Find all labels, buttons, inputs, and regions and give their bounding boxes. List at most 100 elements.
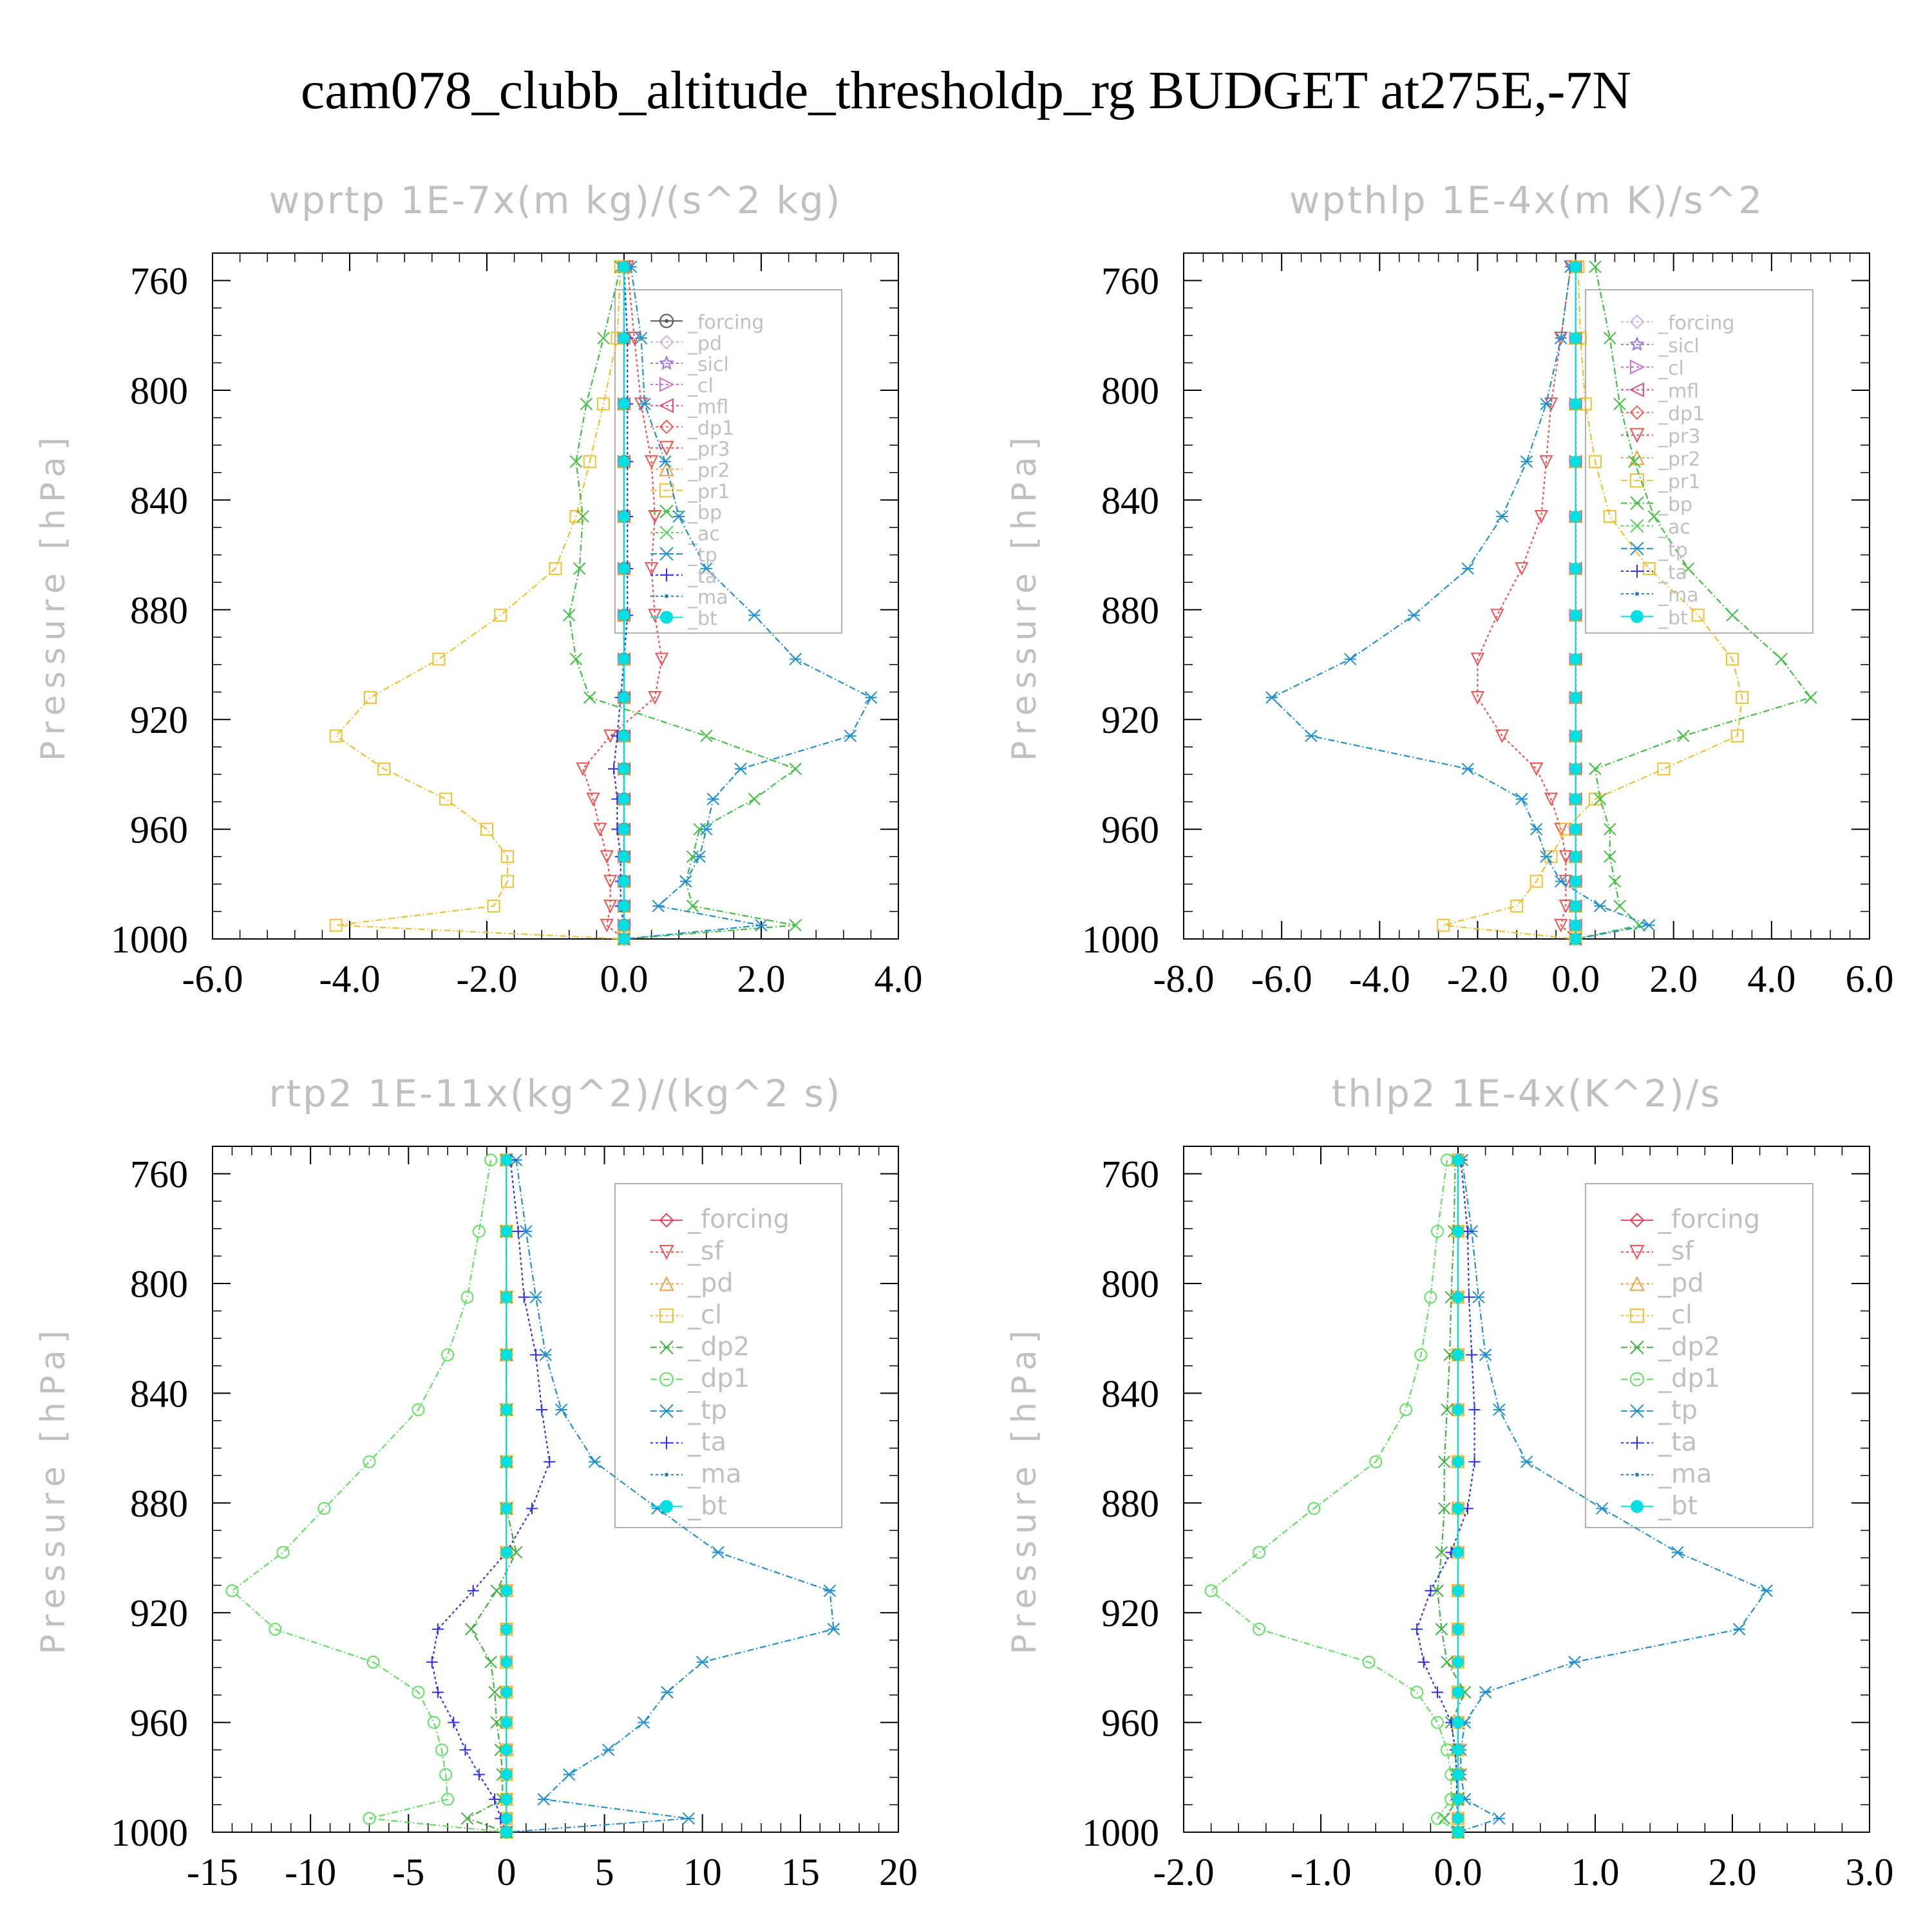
legend-marker: [1629, 428, 1645, 443]
legend-marker: [660, 568, 673, 582]
data-point: [634, 332, 648, 345]
data-point: [1452, 1686, 1464, 1698]
data-point: [431, 1623, 444, 1635]
data-point: [500, 1502, 513, 1515]
data-point: [432, 652, 446, 666]
data-point: [583, 455, 596, 468]
legend-marker: [659, 1372, 674, 1387]
data-point: [618, 823, 630, 835]
x-tick-label: -15: [187, 1851, 238, 1893]
data-point: [1555, 875, 1567, 888]
data-point: [412, 1403, 425, 1416]
panel-title: thlp2 1E-4x(K^2)/s: [1331, 1072, 1721, 1115]
data-point: [1461, 562, 1474, 575]
data-point: [329, 918, 343, 932]
data-point: [734, 762, 747, 775]
plot-frame: [212, 252, 899, 940]
data-point: [1417, 1656, 1430, 1668]
x-tick-label: -4.0: [1349, 958, 1410, 1000]
y-tick-label: 840: [130, 479, 188, 522]
data-point: [682, 1812, 696, 1825]
data-point: [1613, 397, 1626, 411]
data-point: [1569, 398, 1582, 410]
data-point: [1431, 1812, 1444, 1825]
x-tick-label: 2.0: [1649, 958, 1698, 1000]
data-point: [1642, 918, 1656, 932]
data-point: [1569, 562, 1582, 574]
legend-marker: [1630, 359, 1645, 375]
y-tick-label: 760: [1101, 1153, 1159, 1196]
legend-label: _ac: [1658, 516, 1690, 539]
data-point: [377, 762, 391, 775]
data-point: [500, 1349, 513, 1361]
data-point: [500, 850, 514, 864]
x-tick-label: 4.0: [1747, 958, 1795, 1000]
data-point: [1437, 918, 1450, 932]
data-point: [648, 609, 662, 623]
data-point: [1362, 1655, 1376, 1669]
legend-marker: [660, 611, 673, 624]
y-tick-label: 1000: [111, 1812, 188, 1854]
series-dp1: [1204, 1153, 1464, 1839]
legend-label: _ma: [687, 1459, 741, 1489]
data-point: [490, 1584, 503, 1597]
data-point: [1647, 510, 1660, 523]
y-tick-label: 920: [130, 1592, 188, 1634]
chart-panel-4: thlp2 1E-4x(K^2)/s Pressure [hPa] -2.0 -1.0…: [1005, 1072, 1894, 1893]
data-point: [1307, 1502, 1321, 1515]
legend-label: _ma: [1658, 584, 1699, 607]
data-point: [1452, 1585, 1464, 1597]
legend-marker: [659, 314, 674, 328]
data-point: [563, 609, 576, 622]
data-point: [661, 1686, 674, 1699]
y-tick-label: 800: [130, 370, 188, 412]
legend-label: _forcing: [687, 1205, 790, 1235]
y-tick-label: 1000: [1082, 918, 1159, 961]
data-point: [500, 1546, 513, 1558]
data-point: [1466, 1349, 1478, 1361]
data-point: [500, 1656, 513, 1668]
y-tick-label: 800: [130, 1263, 188, 1305]
data-point: [1452, 1546, 1464, 1558]
y-tick-label: 880: [1101, 589, 1159, 632]
legend-marker: [659, 334, 674, 350]
data-point: [1479, 1349, 1492, 1361]
data-point: [1691, 609, 1705, 622]
data-point: [1593, 793, 1607, 806]
data-point: [1452, 1349, 1464, 1361]
data-point: [569, 652, 583, 666]
legend-marker: [659, 377, 675, 392]
x-tick-label: -10: [285, 1851, 336, 1893]
series-line: [1271, 267, 1652, 940]
legend-marker: [659, 1276, 674, 1291]
y-tick-label: 920: [1101, 699, 1159, 741]
data-point: [467, 1585, 479, 1597]
data-point: [1343, 652, 1357, 666]
series-line: [231, 1160, 507, 1833]
legend-box: [1585, 289, 1814, 634]
data-point: [1569, 730, 1582, 742]
data-point: [654, 652, 669, 667]
data-point: [1569, 609, 1582, 621]
data-point: [1452, 1154, 1464, 1166]
data-point: [618, 730, 630, 742]
data-point: [549, 562, 562, 575]
data-point: [500, 1812, 513, 1824]
legend-marker: [1629, 336, 1645, 352]
data-point: [1493, 1812, 1506, 1825]
data-point: [1399, 1403, 1413, 1416]
data-point: [755, 918, 768, 932]
data-point: [530, 1349, 542, 1361]
data-point: [1642, 562, 1656, 575]
data-point: [472, 1225, 486, 1238]
data-point: [1452, 1656, 1464, 1668]
data-point: [789, 918, 802, 932]
data-point: [487, 899, 500, 913]
data-point: [618, 562, 630, 574]
data-point: [1410, 1685, 1424, 1699]
series-line: [335, 267, 625, 940]
series-line: [506, 1160, 835, 1833]
data-point: [696, 1656, 709, 1669]
data-point: [593, 822, 607, 837]
data-point: [1468, 1403, 1481, 1416]
